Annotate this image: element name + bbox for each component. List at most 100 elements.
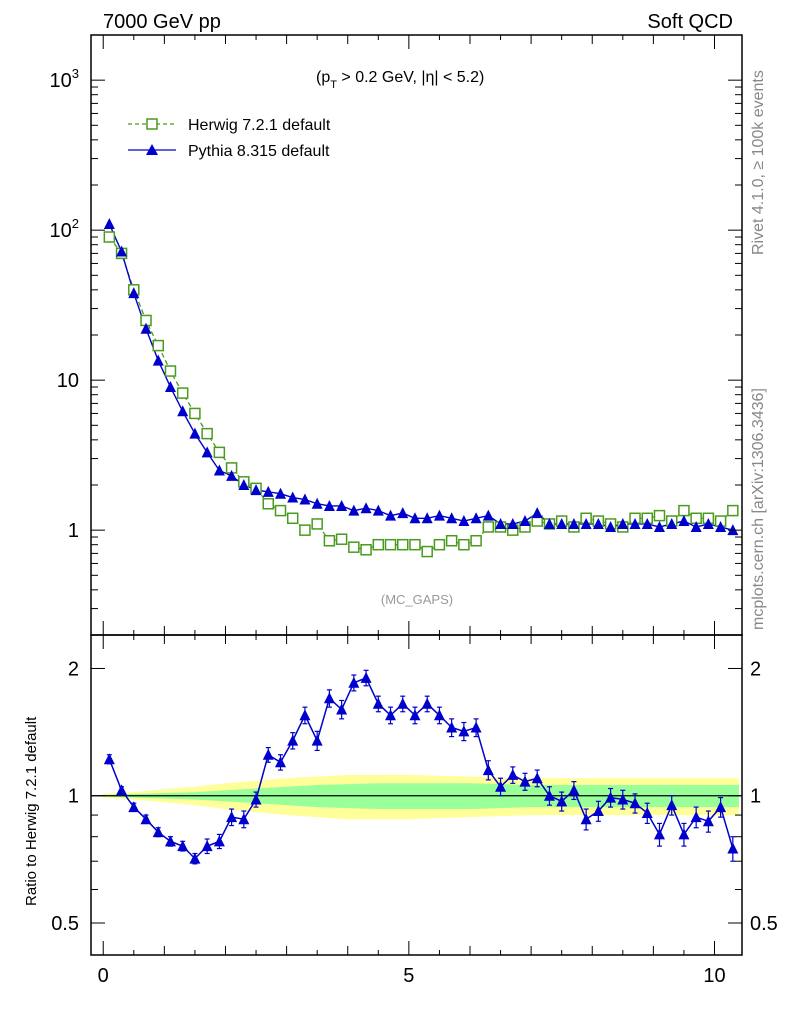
herwig-point xyxy=(470,534,482,547)
pythia-point xyxy=(470,512,482,524)
ratio-point xyxy=(323,692,335,704)
pythia-point xyxy=(666,517,678,529)
pythia-point xyxy=(433,509,445,521)
ratio-point xyxy=(336,703,348,715)
legend: Herwig 7.2.1 default Pythia 8.315 defaul… xyxy=(128,117,331,160)
ratio-y-tick-label-right: 1 xyxy=(750,786,761,808)
pythia-point xyxy=(690,520,702,532)
pythia-point xyxy=(568,517,580,529)
pythia-point xyxy=(360,502,372,514)
ratio-point xyxy=(128,801,140,813)
ratio-point xyxy=(519,775,531,787)
ratio-point xyxy=(421,697,433,709)
herwig-point xyxy=(299,524,311,536)
herwig-point xyxy=(678,504,690,517)
ratio-point xyxy=(262,748,274,760)
main-y-tick-label-base: 10 xyxy=(50,220,72,242)
herwig-point xyxy=(360,544,372,556)
ratio-y-tick-label-left: 0.5 xyxy=(51,913,79,935)
main-y-tick-label-exponent: 3 xyxy=(72,66,79,81)
pythia-point xyxy=(226,469,238,481)
ratio-point xyxy=(164,835,176,847)
ratio-y-tick-label-right: 2 xyxy=(750,658,761,680)
ratio-point xyxy=(690,811,702,823)
ratio-point xyxy=(213,835,225,847)
herwig-point xyxy=(286,512,299,525)
pythia-point xyxy=(287,491,299,503)
cut-annotation-part2: > 0.2 GeV, |η| < 5.2) xyxy=(337,69,484,86)
herwig-point xyxy=(164,365,177,377)
herwig-point xyxy=(335,533,348,545)
herwig-point xyxy=(458,538,470,551)
herwig-point xyxy=(482,521,495,533)
ratio-point xyxy=(727,842,739,854)
ratio-point xyxy=(433,709,445,721)
ratio-point xyxy=(531,772,543,784)
ratio-point xyxy=(250,793,262,805)
ratio-line xyxy=(108,676,734,860)
pythia-point xyxy=(116,245,128,257)
ratio-y-tick-label-left: 1 xyxy=(68,786,79,808)
ratio-point xyxy=(348,676,360,688)
ratio-point xyxy=(360,671,372,683)
ratio-point xyxy=(409,709,421,721)
ratio-point xyxy=(238,813,250,825)
pythia-point xyxy=(152,354,164,366)
ratio-y-tick-label-right: 0.5 xyxy=(750,913,778,935)
pythia-point xyxy=(323,499,335,511)
pythia-point xyxy=(543,517,555,529)
pythia-point xyxy=(495,517,507,529)
pythia-point xyxy=(299,493,311,505)
ratio-point xyxy=(446,721,458,733)
legend-entry-herwig: Herwig 7.2.1 default xyxy=(128,117,331,134)
herwig-point xyxy=(421,545,433,558)
herwig-point xyxy=(201,427,213,440)
herwig-point xyxy=(323,534,336,547)
pythia-point xyxy=(385,509,397,521)
ratio-ticks xyxy=(91,635,742,955)
header-left: 7000 GeV pp xyxy=(103,11,221,33)
pythia-point xyxy=(336,499,348,511)
ratio-point xyxy=(617,793,629,805)
pythia-point xyxy=(653,520,665,532)
herwig-point xyxy=(348,541,360,553)
ratio-point xyxy=(201,840,213,852)
ratio-point xyxy=(189,852,201,864)
ratio-point xyxy=(543,789,555,801)
ratio-point xyxy=(103,753,115,765)
legend-entry-pythia: Pythia 8.315 default xyxy=(128,143,330,160)
pythia-point xyxy=(678,515,690,527)
ratio-point xyxy=(580,813,592,825)
herwig-point xyxy=(189,407,201,420)
ratio-point xyxy=(592,805,604,817)
pythia-point xyxy=(641,517,653,529)
pythia-point xyxy=(702,517,714,529)
herwig-point xyxy=(372,538,385,551)
source-label: mcplots.cern.ch [arXiv:1306.3436] xyxy=(750,388,767,630)
ratio-point xyxy=(116,784,128,796)
main-y-tick-label-base: 1 xyxy=(68,520,79,542)
ratio-point xyxy=(299,709,311,721)
main-y-tick-label: 103 xyxy=(50,66,79,92)
pythia-point xyxy=(201,446,213,458)
herwig-point xyxy=(653,509,666,522)
main-y-tick-label-exponent: 2 xyxy=(72,216,79,231)
ratio-point xyxy=(629,797,641,809)
pythia-point xyxy=(177,405,189,417)
pythia-point xyxy=(372,504,384,516)
header-right: Soft QCD xyxy=(647,11,733,33)
cut-annotation: (pT > 0.2 GeV, |η| < 5.2) xyxy=(316,69,484,91)
ratio-panel: 0.5 0.5 1 1 2 2 0 5 10 xyxy=(51,634,778,987)
herwig-point xyxy=(262,497,275,510)
legend-herwig-label: Herwig 7.2.1 default xyxy=(188,117,331,134)
pythia-point xyxy=(397,507,409,519)
pythia-point xyxy=(605,520,617,532)
pythia-point xyxy=(189,427,201,439)
cut-annotation-part1: (p xyxy=(316,69,330,86)
main-y-tick-label-base: 10 xyxy=(50,70,72,92)
ratio-frame xyxy=(90,634,743,956)
herwig-point xyxy=(396,538,409,551)
x-tick-label: 5 xyxy=(403,965,414,987)
